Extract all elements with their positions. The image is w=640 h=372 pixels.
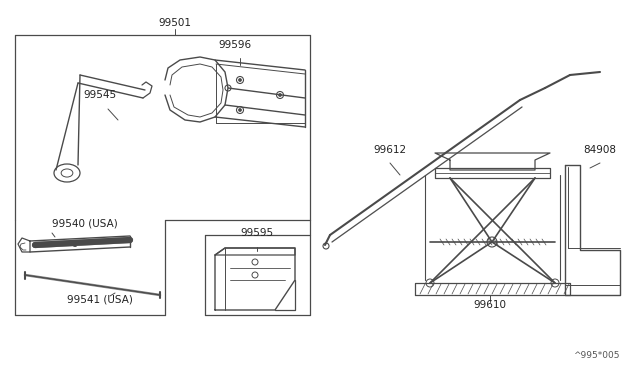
Circle shape [72, 241, 77, 247]
Ellipse shape [54, 164, 80, 182]
Circle shape [487, 237, 497, 247]
Text: 99612: 99612 [373, 145, 406, 155]
Text: 99501: 99501 [159, 18, 191, 28]
Text: 99596: 99596 [218, 40, 252, 50]
Circle shape [278, 93, 282, 96]
Circle shape [239, 78, 241, 81]
Text: 99595: 99595 [241, 228, 273, 238]
Text: 84908: 84908 [584, 145, 616, 155]
Circle shape [323, 243, 329, 249]
Circle shape [252, 272, 258, 278]
Ellipse shape [61, 169, 73, 177]
Text: 99610: 99610 [474, 300, 506, 310]
Circle shape [252, 259, 258, 265]
Text: 99541 (USA): 99541 (USA) [67, 295, 133, 305]
Circle shape [237, 106, 243, 113]
Circle shape [225, 85, 231, 91]
Text: 99545: 99545 [83, 90, 116, 100]
Circle shape [237, 77, 243, 83]
Text: 99540 (USA): 99540 (USA) [52, 218, 118, 228]
Circle shape [551, 279, 559, 287]
Text: ^995*005: ^995*005 [573, 351, 620, 360]
Circle shape [426, 279, 434, 287]
Circle shape [276, 92, 284, 99]
Circle shape [239, 109, 241, 112]
